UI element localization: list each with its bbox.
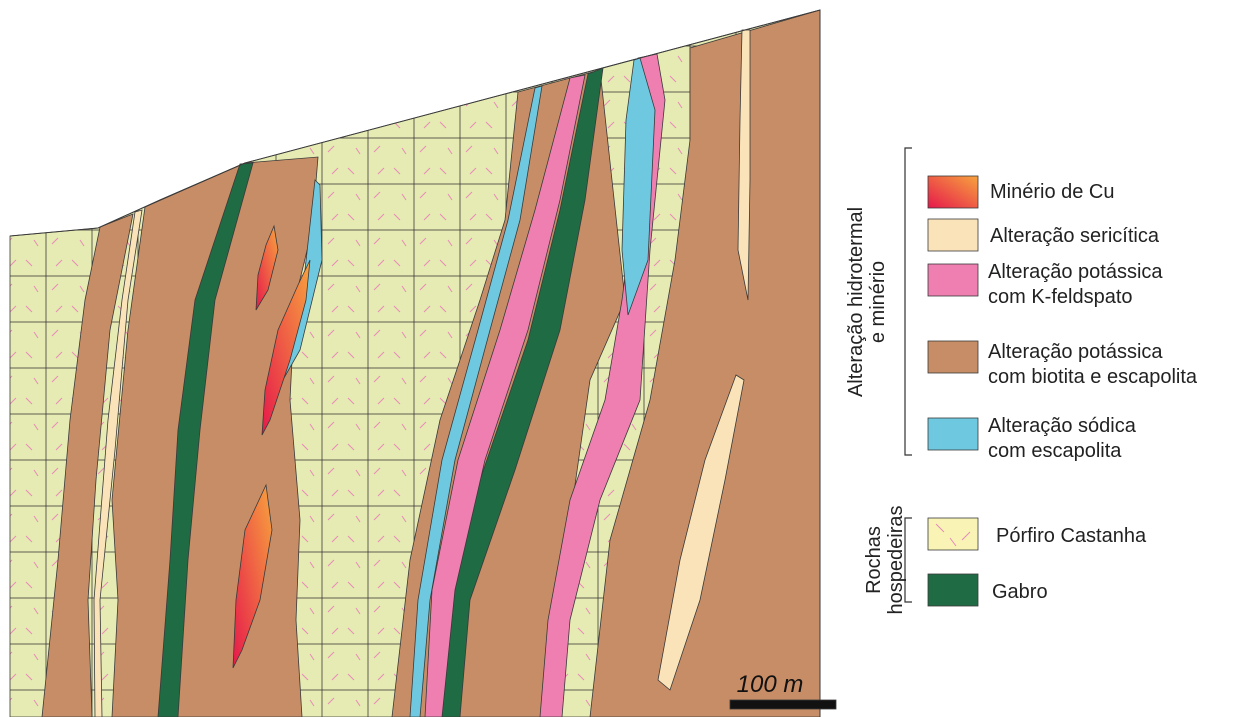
- legend-swatch: [928, 264, 978, 296]
- legend-label: com K-feldspato: [988, 286, 1133, 308]
- legend-group-title: Rochas: [863, 526, 885, 594]
- legend-swatch: [928, 518, 978, 550]
- legend-label: Alteração potássica: [988, 261, 1163, 283]
- legend-label: com escapolita: [988, 440, 1122, 462]
- legend-swatch: [928, 418, 978, 450]
- page: 100 m Alteração hidrotermal e minério Mi…: [0, 0, 1248, 717]
- legend-bracket: [905, 148, 912, 455]
- legend-label: Minério de Cu: [990, 181, 1115, 203]
- legend-label: Pórfiro Castanha: [996, 525, 1147, 547]
- legend-group-title: Alteração hidrotermal: [845, 207, 867, 397]
- scale-label: 100 m: [737, 671, 804, 698]
- legend-group-title: e minério: [867, 261, 889, 343]
- legend-group-title: hospedeiras: [885, 506, 907, 615]
- legend-label: Gabro: [992, 581, 1048, 603]
- legend-swatch: [928, 176, 978, 208]
- legend-swatch: [928, 574, 978, 606]
- scale-bar: [730, 700, 836, 709]
- legend-label: Alteração sódica: [988, 415, 1137, 437]
- legend-label: com biotita e escapolita: [988, 366, 1198, 388]
- legend-swatch: [928, 219, 978, 251]
- legend-swatch: [928, 341, 978, 373]
- legend-label: Alteração potássica: [988, 341, 1163, 363]
- cross-section-figure: 100 m Alteração hidrotermal e minério Mi…: [0, 0, 1248, 717]
- legend-label: Alteração sericítica: [990, 225, 1160, 247]
